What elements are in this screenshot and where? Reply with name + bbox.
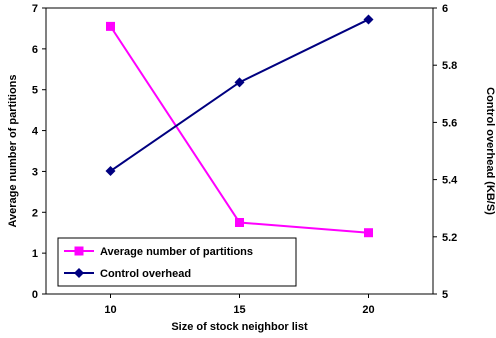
x-tick-label: 20 [362,304,374,316]
series-layer [105,14,374,238]
axes-layer [42,7,437,298]
legend-label: Average number of partitions [100,246,253,258]
legend-swatch-marker [74,268,84,278]
legend-items: Average number of partitions Control over… [64,246,253,280]
left-y-tick-label: 7 [32,3,38,15]
right-y-tick-label: 6 [442,3,448,15]
left-y-tick-label: 5 [32,85,38,97]
data-point [105,166,116,177]
x-tick-label: 10 [104,304,116,316]
left-y-tick-label: 2 [32,207,38,219]
left-y-tick-label: 3 [32,166,38,178]
legend-box [57,237,297,287]
series-group [106,21,373,238]
right-y-tick-label: 5.6 [442,117,457,129]
data-point [364,228,373,238]
right-y-tick-label: 5.2 [442,232,457,244]
series-line [109,25,369,234]
left-y-tick-label: 1 [32,248,38,260]
right-y-tick-label: 5.8 [442,60,457,72]
left-y-axis-title: Average number of partitions [7,74,19,227]
x-axis-title: Size of stock neighbor list [171,321,308,333]
left-y-tick-label: 4 [32,126,39,138]
data-point [106,21,115,31]
right-y-tick-label: 5 [442,289,448,301]
series-group [105,14,374,177]
legend-label: Control overhead [100,268,191,280]
data-point [234,77,245,88]
legend: Average number of partitions Control over… [57,237,297,287]
data-point [363,14,374,25]
legend-swatch-marker [74,246,84,256]
left-y-tick-label: 6 [32,44,38,56]
tick-labels-layer: 0 1 2 3 4 5 6 7 5 5.2 5.4 5.6 5.8 6 10 15 20 [32,3,458,316]
left-y-tick-label: 0 [32,289,38,301]
right-y-axis-title: Control overhead (KB/S) [484,87,496,215]
x-tick-label: 15 [233,304,245,316]
right-y-tick-label: 5.4 [442,175,458,187]
series-line [109,18,369,172]
data-point [235,218,244,227]
